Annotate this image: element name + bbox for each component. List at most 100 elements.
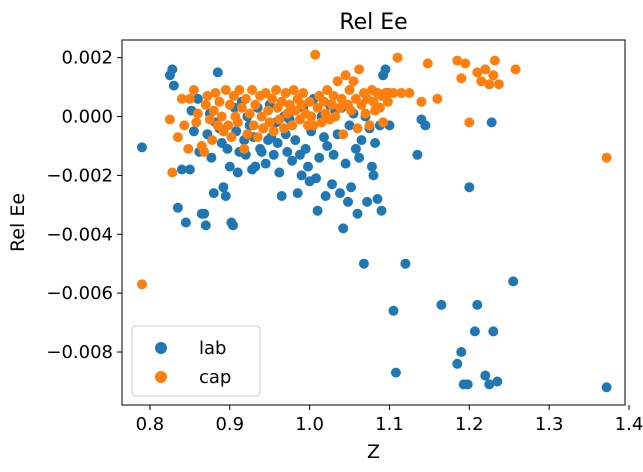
data-point-cap bbox=[306, 111, 317, 122]
data-point-cap bbox=[290, 105, 301, 116]
data-point-lab bbox=[488, 326, 499, 337]
data-point-cap bbox=[250, 99, 261, 110]
chart-title: Rel Ee bbox=[339, 10, 407, 35]
data-point-cap bbox=[360, 108, 371, 119]
data-point-cap bbox=[247, 85, 258, 95]
data-point-cap bbox=[239, 143, 250, 154]
y-tick-label: −0.004 bbox=[46, 224, 113, 245]
data-point-cap bbox=[374, 102, 385, 113]
data-point-lab bbox=[354, 152, 365, 163]
data-point-lab bbox=[452, 358, 463, 369]
data-point-lab bbox=[480, 370, 491, 381]
data-point-lab bbox=[282, 146, 293, 157]
data-point-lab bbox=[220, 191, 231, 201]
data-point-lab bbox=[224, 161, 235, 172]
data-point-lab bbox=[206, 152, 217, 163]
data-point-cap bbox=[279, 123, 290, 134]
data-point-cap bbox=[312, 102, 323, 113]
data-point-cap bbox=[282, 108, 293, 119]
data-point-lab bbox=[287, 155, 298, 166]
data-point-cap bbox=[322, 85, 333, 95]
data-point-cap bbox=[267, 93, 278, 104]
points-layer bbox=[137, 49, 612, 393]
data-point-lab bbox=[274, 167, 285, 178]
legend-box bbox=[131, 325, 261, 397]
data-point-lab bbox=[292, 188, 303, 199]
data-point-lab bbox=[290, 135, 301, 146]
data-point-lab bbox=[366, 161, 377, 172]
data-point-cap bbox=[252, 132, 263, 143]
data-point-lab bbox=[335, 188, 345, 199]
y-tick-label: −0.006 bbox=[46, 283, 113, 304]
data-point-cap bbox=[164, 114, 175, 125]
data-point-lab bbox=[346, 182, 357, 193]
data-point-cap bbox=[332, 76, 343, 87]
x-axis-ticks: 0.8 0.9 1.0 1.1 1.2 1.3 1.4 bbox=[136, 405, 643, 435]
data-point-cap bbox=[191, 117, 202, 128]
x-tick-label: 0.9 bbox=[215, 414, 244, 435]
data-point-cap bbox=[308, 120, 319, 131]
data-point-cap bbox=[480, 64, 491, 75]
data-point-lab bbox=[260, 158, 271, 169]
data-point-cap bbox=[183, 143, 194, 154]
data-point-cap bbox=[276, 96, 287, 107]
legend-label-lab: lab bbox=[199, 338, 226, 359]
data-point-cap bbox=[319, 96, 329, 107]
data-point-lab bbox=[492, 376, 503, 387]
data-point-cap bbox=[248, 120, 259, 131]
data-point-lab bbox=[340, 158, 351, 169]
data-point-cap bbox=[510, 64, 521, 75]
data-point-cap bbox=[298, 88, 309, 98]
data-point-cap bbox=[263, 105, 274, 116]
y-axis-label: Rel Ee bbox=[7, 193, 29, 252]
data-point-cap bbox=[327, 99, 337, 110]
data-point-lab bbox=[368, 170, 379, 181]
data-point-cap bbox=[216, 111, 227, 122]
data-point-cap bbox=[167, 167, 178, 178]
data-point-cap bbox=[242, 129, 253, 140]
data-point-cap bbox=[354, 64, 365, 75]
data-point-lab bbox=[486, 117, 497, 128]
data-point-lab bbox=[390, 367, 401, 378]
y-axis-ticks: 0.002 0.000 −0.002 −0.004 −0.006 −0.008 bbox=[46, 48, 122, 363]
data-point-cap bbox=[382, 96, 393, 107]
data-point-lab bbox=[436, 299, 447, 310]
data-point-lab bbox=[272, 138, 283, 148]
data-point-cap bbox=[274, 114, 285, 125]
data-point-cap bbox=[404, 88, 415, 98]
data-point-cap bbox=[310, 49, 321, 60]
x-tick-label: 1.2 bbox=[455, 414, 484, 435]
data-point-cap bbox=[348, 76, 359, 87]
data-point-lab bbox=[250, 161, 261, 172]
data-point-cap bbox=[336, 93, 347, 104]
x-axis-label: Z bbox=[367, 441, 380, 463]
data-point-lab bbox=[199, 208, 210, 219]
data-point-cap bbox=[456, 73, 467, 84]
data-point-cap bbox=[392, 52, 403, 63]
data-point-lab bbox=[456, 347, 467, 357]
data-point-cap bbox=[388, 88, 399, 98]
legend-label-cap: cap bbox=[199, 367, 231, 388]
data-point-lab bbox=[462, 379, 473, 390]
data-point-lab bbox=[312, 205, 323, 216]
data-point-cap bbox=[352, 123, 363, 134]
data-point-cap bbox=[240, 93, 251, 104]
data-point-lab bbox=[420, 120, 431, 131]
data-point-cap bbox=[328, 90, 339, 101]
data-point-lab bbox=[314, 152, 325, 163]
data-point-cap bbox=[258, 123, 269, 134]
data-point-lab bbox=[376, 205, 387, 216]
data-point-cap bbox=[476, 76, 487, 87]
data-point-lab bbox=[508, 276, 519, 287]
data-point-lab bbox=[412, 149, 423, 160]
data-point-lab bbox=[372, 194, 383, 204]
data-point-cap bbox=[268, 126, 279, 137]
data-point-lab bbox=[327, 179, 337, 190]
data-point-lab bbox=[168, 80, 179, 91]
data-point-lab bbox=[222, 143, 233, 154]
data-point-lab bbox=[350, 143, 361, 154]
data-point-cap bbox=[488, 70, 499, 81]
data-point-lab bbox=[212, 67, 223, 78]
data-point-cap bbox=[304, 96, 315, 107]
